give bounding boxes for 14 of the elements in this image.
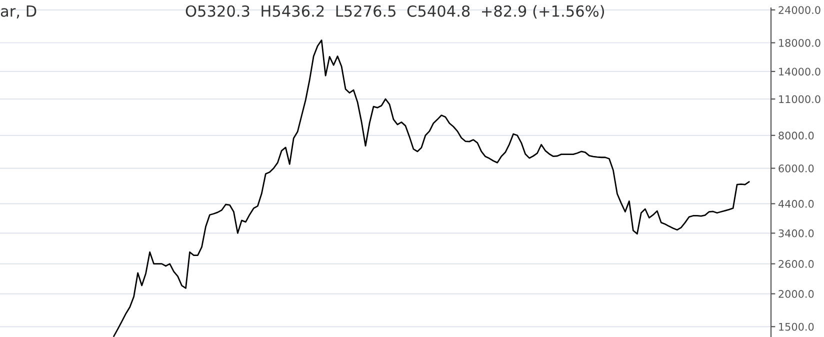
y-tick-label: 4400.0 <box>778 200 814 208</box>
line-series <box>113 39 750 337</box>
annotation: O5320.3 H5436.2 L5276.5 C5404.8 +82.9 (+1.56%) <box>186 5 604 19</box>
chart-title: ar, D <box>0 6 36 18</box>
y-tick-label: 18000.0 <box>779 38 820 47</box>
y-tick-label: 6000.0 <box>778 164 814 172</box>
y-tick-label: 2600.0 <box>778 260 814 268</box>
y-tick-label: 1500.0 <box>779 322 814 331</box>
y-tick-label: 14000.0 <box>779 68 820 76</box>
y-tick-label: 24000.0 <box>778 6 820 14</box>
y-tick-label: 8000.0 <box>778 132 814 140</box>
y-tick-label: 11000.0 <box>779 95 820 104</box>
y-tick-label: 2000.0 <box>778 290 814 298</box>
y-tick-label: 3400.0 <box>778 229 814 238</box>
